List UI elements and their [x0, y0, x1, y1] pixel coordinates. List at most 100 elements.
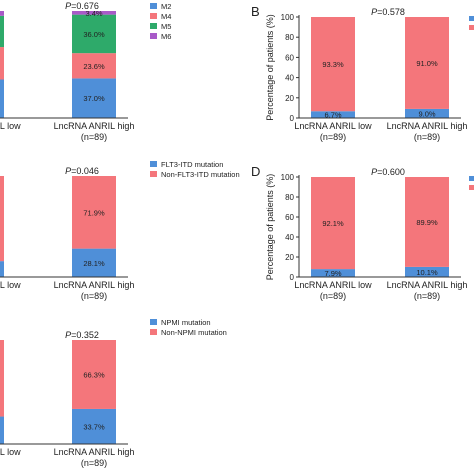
x-tick-n-label: (n=89)	[81, 132, 107, 142]
legend-swatch	[150, 329, 157, 335]
legend-label: Non-FLT3-ITD mutation	[161, 170, 240, 179]
data-label: 3.4%	[85, 9, 102, 18]
bar-segment	[72, 248, 116, 277]
legend-swatch-cropped	[469, 185, 474, 190]
legend-swatch	[150, 171, 157, 177]
y-tick-label: 80	[285, 193, 294, 202]
bar-segment	[0, 261, 4, 277]
y-tick-label: 100	[281, 173, 295, 182]
bar-segment	[0, 416, 4, 444]
legend-label: M5	[161, 22, 171, 31]
legend-swatch	[150, 13, 157, 19]
x-tick-n-label: (n=89)	[320, 132, 346, 142]
bar-segment	[311, 17, 355, 112]
bar-segment	[72, 53, 116, 79]
legend-swatch	[150, 33, 157, 39]
bar-segment	[311, 269, 355, 277]
p-value-label: P=0.046	[65, 166, 99, 176]
panel-a: 36.0%30.3%29.2%4.5%LncRNA ANRIL low(n=89…	[0, 1, 171, 142]
bar-segment	[0, 15, 4, 48]
y-tick-label: 60	[285, 53, 294, 62]
data-label: 92.1%	[322, 219, 344, 228]
x-tick-label: LncRNA ANRIL low	[0, 447, 21, 457]
panel-b: 6.7%93.3%LncRNA ANRIL low(n=89)9.0%91.0%…	[251, 4, 474, 142]
data-label: 6.7%	[324, 111, 341, 120]
legend-swatch	[150, 161, 157, 167]
bar-segment	[72, 78, 116, 118]
data-label: 93.3%	[322, 60, 344, 69]
data-label: 36.0%	[83, 30, 105, 39]
data-label: 28.1%	[83, 259, 105, 268]
x-tick-n-label: (n=89)	[414, 291, 440, 301]
bar-segment	[0, 11, 4, 16]
y-tick-label: 0	[290, 273, 295, 282]
data-label: 7.9%	[324, 269, 341, 278]
x-tick-label: LncRNA ANRIL high	[54, 447, 135, 457]
y-tick-label: 40	[285, 74, 294, 83]
bar-segment	[405, 17, 449, 109]
legend-label: M4	[161, 12, 171, 21]
y-tick-label: 20	[285, 94, 294, 103]
data-label: 23.6%	[83, 62, 105, 71]
x-tick-label: LncRNA ANRIL low	[0, 280, 21, 290]
legend-swatch-cropped	[469, 16, 474, 21]
y-tick-label: 0	[290, 114, 295, 123]
bar-segment	[0, 47, 4, 80]
bar-segment	[0, 176, 4, 262]
p-value-label: P=0.676	[65, 1, 99, 11]
panel-d: 7.9%92.1%LncRNA ANRIL low(n=89)10.1%89.9…	[251, 164, 474, 301]
legend-label: FLT3-ITD mutation	[161, 160, 223, 169]
x-tick-label: LncRNA ANRIL low	[0, 121, 21, 131]
p-value-label: P=0.352	[65, 330, 99, 340]
bar-segment	[0, 79, 4, 118]
x-tick-n-label: (n=89)	[81, 291, 107, 301]
bar-segment	[72, 176, 116, 249]
data-label: 9.0%	[418, 109, 435, 118]
bar-segment	[72, 14, 116, 54]
x-tick-label: LncRNA ANRIL high	[54, 280, 135, 290]
x-tick-label: LncRNA ANRIL low	[294, 121, 372, 131]
legend-label: M6	[161, 32, 171, 41]
p-value-label: P=0.578	[371, 7, 405, 17]
data-label: 33.7%	[83, 422, 105, 431]
y-tick-label: 20	[285, 253, 294, 262]
legend-label: Non-NPMI mutation	[161, 328, 227, 337]
y-tick-label: 40	[285, 233, 294, 242]
x-tick-n-label: (n=89)	[320, 291, 346, 301]
y-tick-label: 100	[281, 13, 295, 22]
data-label: 37.0%	[83, 94, 105, 103]
x-tick-label: LncRNA ANRIL high	[387, 280, 468, 290]
data-label: 10.1%	[416, 268, 438, 277]
data-label: 71.9%	[83, 208, 105, 217]
data-label: 66.3%	[83, 370, 105, 379]
bar-segment	[72, 408, 116, 444]
x-tick-n-label: (n=89)	[81, 458, 107, 468]
legend-label: M2	[161, 2, 171, 11]
legend-swatch	[150, 3, 157, 9]
panel-e: 26.4%73.6%LncRNA ANRIL low(n=89)33.7%66.…	[0, 318, 227, 468]
x-tick-label: LncRNA ANRIL high	[387, 121, 468, 131]
bar-segment	[72, 340, 116, 409]
y-tick-label: 80	[285, 33, 294, 42]
data-label: 91.0%	[416, 59, 438, 68]
legend-swatch-cropped	[469, 176, 474, 181]
bar-segment	[405, 177, 449, 267]
bar-segment	[405, 266, 449, 277]
x-tick-label: LncRNA ANRIL high	[54, 121, 135, 131]
bar-segment	[311, 177, 355, 270]
data-label: 89.9%	[416, 218, 438, 227]
legend-label: NPMI mutation	[161, 318, 211, 327]
panel-label: B	[251, 4, 260, 19]
bar-segment	[405, 108, 449, 118]
legend-swatch	[150, 23, 157, 29]
bar-segment	[0, 340, 4, 417]
y-tick-label: 60	[285, 213, 294, 222]
x-tick-n-label: (n=89)	[414, 132, 440, 142]
y-axis-label: Percentage of patients (%)	[265, 14, 275, 121]
bar-segment	[72, 11, 116, 15]
panel-label: D	[251, 164, 260, 179]
y-axis-label: Percentage of patients (%)	[265, 174, 275, 281]
panel-c: 15.7%84.3%LncRNA ANRIL low(n=89)28.1%71.…	[0, 160, 240, 301]
p-value-label: P=0.600	[371, 167, 405, 177]
